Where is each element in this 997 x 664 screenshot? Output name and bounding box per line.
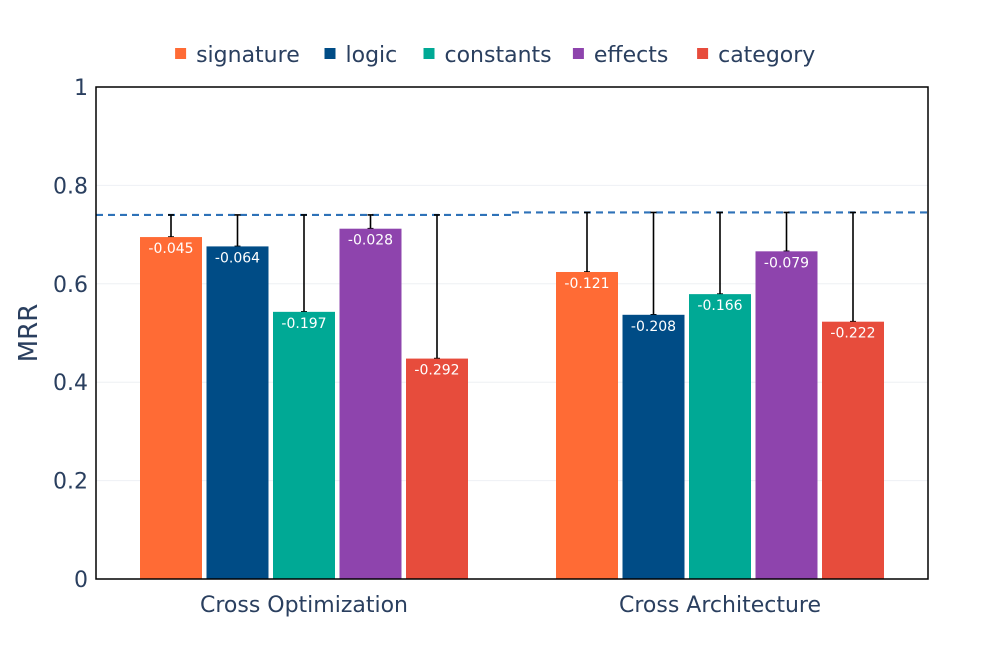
bar-effects — [755, 251, 818, 579]
data-labels: -0.045 -0.064 -0.197 -0.028 -0.292 -0.121 -0.2… — [148, 233, 875, 379]
bar-constants — [273, 311, 335, 579]
data-label-logic: -0.208 — [631, 319, 676, 335]
legend-swatch-category — [697, 48, 709, 59]
legend-swatch-signature — [175, 48, 187, 59]
bar-effects — [339, 228, 402, 580]
bar-logic — [622, 314, 685, 579]
x-tick-label: Cross Optimization — [200, 593, 408, 618]
bar-category — [822, 321, 884, 579]
legend-swatch-constants — [423, 48, 435, 59]
legend: signature logic constants effects category — [175, 43, 815, 68]
bar-constants — [689, 294, 751, 579]
data-label-category: -0.292 — [414, 363, 459, 379]
error-bars — [168, 211, 856, 360]
legend-label-category: category — [718, 43, 815, 68]
bar-category — [406, 358, 468, 579]
data-label-signature: -0.045 — [148, 241, 193, 257]
legend-label-signature: signature — [196, 43, 300, 68]
data-label-constants: -0.197 — [281, 316, 326, 332]
data-label-logic: -0.064 — [215, 250, 260, 266]
x-tick-labels: Cross Optimization Cross Architecture — [200, 593, 821, 618]
bar-logic — [206, 246, 269, 579]
data-label-constants: -0.166 — [697, 298, 742, 314]
y-tick-label: 0.6 — [53, 273, 88, 298]
legend-swatch-effects — [572, 48, 584, 59]
data-label-category: -0.222 — [830, 326, 875, 342]
y-tick-label: 0.2 — [53, 470, 88, 495]
x-tick-label: Cross Architecture — [619, 593, 821, 618]
y-tick-label: 0.8 — [53, 174, 88, 199]
data-label-effects: -0.028 — [348, 233, 393, 249]
bar-signature — [556, 271, 618, 579]
y-tick-labels: 0 0.2 0.4 0.6 0.8 1 — [53, 76, 88, 593]
legend-swatch-logic — [324, 48, 336, 59]
bar-signature — [140, 237, 202, 579]
y-axis-title: MRR — [14, 304, 44, 363]
y-tick-label: 0.4 — [53, 371, 88, 396]
legend-label-logic: logic — [346, 43, 398, 68]
bars — [140, 228, 884, 580]
legend-label-effects: effects — [594, 43, 668, 68]
data-label-effects: -0.079 — [764, 255, 809, 271]
legend-label-constants: constants — [445, 43, 552, 68]
baselines — [96, 211, 928, 217]
data-label-signature: -0.121 — [564, 276, 609, 292]
plot-frame — [95, 86, 929, 580]
y-tick-label: 0 — [74, 568, 88, 593]
y-tick-label: 1 — [74, 76, 88, 101]
